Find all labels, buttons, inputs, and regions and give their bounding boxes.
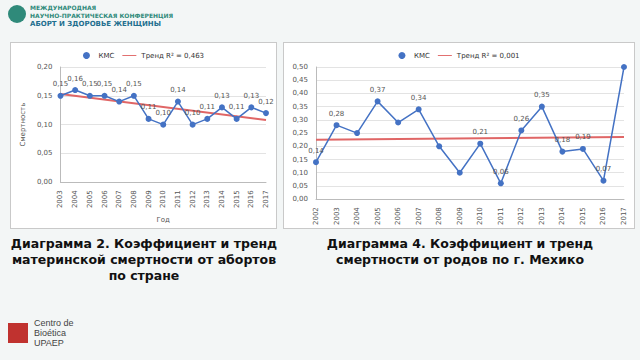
svg-text:2009: 2009 [456,207,464,225]
svg-text:2011: 2011 [174,190,182,208]
svg-text:0,40: 0,40 [292,89,308,97]
svg-text:2014: 2014 [558,207,566,225]
svg-text:0,14: 0,14 [308,147,324,155]
svg-text:Тренд R² = 0,001: Тренд R² = 0,001 [456,52,520,60]
svg-text:2008: 2008 [435,207,443,225]
svg-text:0,12: 0,12 [258,98,274,106]
html-text:UPAEP: UPAEP [34,338,64,348]
svg-text:2011: 2011 [497,207,505,225]
svg-text:0,10: 0,10 [292,169,308,177]
svg-text:2010: 2010 [159,190,167,208]
svg-text:0,14: 0,14 [111,86,127,95]
svg-text:2015: 2015 [579,207,587,225]
svg-text:2012: 2012 [517,207,525,225]
svg-text:2005: 2005 [86,190,94,208]
svg-text:0,15: 0,15 [292,156,308,164]
html-text:МЕЖДУНАРОДНАЯ: МЕЖДУНАРОДНАЯ [30,4,97,11]
svg-text:0,15: 0,15 [53,80,69,88]
svg-text:0,30: 0,30 [292,116,308,124]
svg-text:2003: 2003 [333,207,341,225]
svg-text:2007: 2007 [115,190,123,208]
svg-text:0,20: 0,20 [37,63,53,71]
svg-text:2002: 2002 [312,207,320,225]
svg-text:2012: 2012 [189,190,197,208]
svg-text:КМС: КМС [98,52,114,60]
svg-text:0,13: 0,13 [214,92,230,100]
svg-text:2006: 2006 [101,190,109,208]
svg-text:0,10: 0,10 [37,121,53,129]
svg-text:2014: 2014 [218,190,226,208]
svg-text:0,45: 0,45 [292,76,308,84]
html-text:Диаграмма 2. Коэффициент и тре: Диаграмма 2. Коэффициент и тренд материн… [10,236,278,283]
svg-text:0,05: 0,05 [37,149,53,157]
svg-text:2017: 2017 [620,207,628,225]
svg-text:0,13: 0,13 [244,92,260,100]
html-text:Centro de: Centro de [34,318,74,328]
svg-text:0,15: 0,15 [82,80,98,88]
svg-text:0,14: 0,14 [170,86,186,94]
svg-text:Смертность: Смертность [19,103,27,147]
svg-text:0,07: 0,07 [596,165,612,173]
svg-text:0,37: 0,37 [370,86,386,94]
svg-text:0,10: 0,10 [185,109,201,117]
svg-text:2013: 2013 [203,190,211,208]
svg-text:2016: 2016 [247,190,255,208]
svg-text:0,15: 0,15 [37,92,53,100]
svg-text:0,15: 0,15 [126,80,142,88]
svg-text:2004: 2004 [353,207,361,225]
svg-text:0,35: 0,35 [534,91,550,99]
svg-text:0,11: 0,11 [199,103,215,111]
svg-text:0,26: 0,26 [514,115,530,123]
html-text:НАУЧНО-ПРАКТИЧЕСКАЯ КОНФЕРЕНЦИ: НАУЧНО-ПРАКТИЧЕСКАЯ КОНФЕРЕНЦИЯ [30,12,174,19]
svg-text:0,11: 0,11 [229,103,245,111]
svg-text:0,20: 0,20 [292,142,308,150]
svg-text:0,35: 0,35 [292,103,308,111]
svg-text:0,06: 0,06 [493,168,509,176]
svg-text:2007: 2007 [415,207,423,225]
svg-text:0,16: 0,16 [67,74,83,83]
svg-text:2013: 2013 [538,207,546,225]
svg-text:2016: 2016 [599,207,607,225]
svg-text:2009: 2009 [145,190,153,208]
svg-text:0,15: 0,15 [97,80,113,88]
svg-text:0,25: 0,25 [292,129,308,137]
svg-text:0,00: 0,00 [37,178,53,186]
svg-text:0,50: 0,50 [292,63,308,71]
svg-text:2015: 2015 [233,190,241,208]
svg-text:КМС: КМС [414,52,430,60]
svg-text:Тренд R² = 0,463: Тренд R² = 0,463 [140,52,204,60]
svg-text:2010: 2010 [476,207,484,225]
svg-text:0,34: 0,34 [411,94,427,102]
html-text:Bioética: Bioética [34,328,66,338]
svg-text:2004: 2004 [71,190,79,208]
svg-text:Год: Год [157,216,171,224]
svg-text:2006: 2006 [394,207,402,225]
svg-text:2005: 2005 [374,207,382,225]
svg-text:0,10: 0,10 [155,109,171,117]
svg-text:0,18: 0,18 [555,136,571,144]
svg-text:0,00: 0,00 [292,195,308,203]
svg-text:0,05: 0,05 [292,182,308,190]
svg-text:2003: 2003 [56,190,64,208]
html-text:АБОРТ И ЗДОРОВЬЕ ЖЕНЩИНЫ: АБОРТ И ЗДОРОВЬЕ ЖЕНЩИНЫ [30,20,161,28]
svg-text:2008: 2008 [130,190,138,208]
svg-text:0,28: 0,28 [329,110,345,118]
svg-text:2017: 2017 [262,190,270,208]
svg-text:0,11: 0,11 [141,103,157,111]
html-text:Диаграмма 4. Коэффициент и тре: Диаграмма 4. Коэффициент и тренд смертно… [326,236,594,267]
svg-text:0,19: 0,19 [575,133,591,141]
svg-text:0,21: 0,21 [472,128,488,136]
